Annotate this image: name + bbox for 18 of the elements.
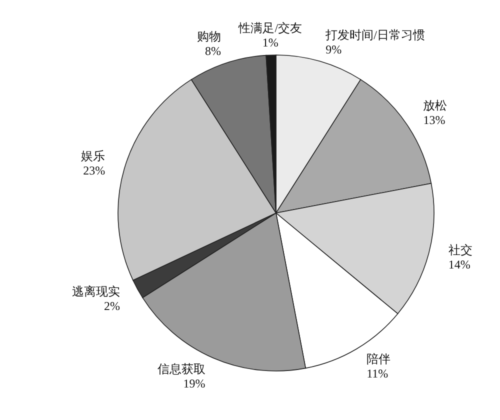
data-label: 19% <box>183 376 206 391</box>
slice-label: 购物 <box>196 30 221 44</box>
data-label: 1% <box>262 35 278 50</box>
slice-label: 信息获取 <box>157 362 206 376</box>
data-label: 2% <box>104 298 120 313</box>
slice-label: 社交 <box>448 243 472 258</box>
slice-label: 娱乐 <box>81 149 106 164</box>
data-label: 9% <box>326 42 342 56</box>
data-label: 11% <box>366 366 388 380</box>
slice-label: 打发时间/日常习惯 <box>324 28 426 42</box>
slice-label: 放松 <box>423 98 448 113</box>
slice-label: 陪伴 <box>366 352 391 366</box>
data-label: 14% <box>448 257 470 272</box>
data-label: 23% <box>83 164 106 178</box>
data-label: 8% <box>204 44 221 58</box>
slice-label: 性满足/交友 <box>238 20 302 35</box>
slice-label: 逃离现实 <box>72 284 120 299</box>
data-label: 13% <box>423 113 446 128</box>
